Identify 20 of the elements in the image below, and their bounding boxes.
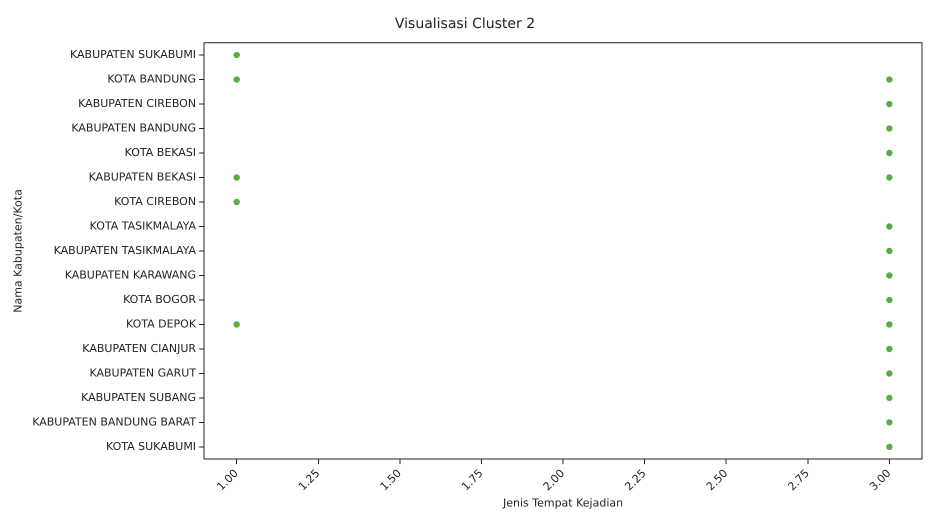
y-tick-label: KOTA BANDUNG bbox=[107, 72, 196, 86]
y-tick-label: KOTA TASIKMALAYA bbox=[90, 219, 197, 232]
y-tick-label: KOTA SUKABUMI bbox=[106, 440, 196, 453]
y-tick-label: KABUPATEN BANDUNG BARAT bbox=[32, 415, 196, 428]
y-tick-label: KOTA CIREBON bbox=[114, 194, 196, 208]
y-tick-label: KABUPATEN BEKASI bbox=[88, 170, 196, 184]
y-tick-label: KOTA DEPOK bbox=[126, 317, 197, 330]
y-tick-label: KABUPATEN TASIKMALAYA bbox=[54, 244, 197, 257]
y-tick-label: KABUPATEN SUBANG bbox=[81, 390, 196, 404]
x-axis-title: Jenis Tempat Kejadian bbox=[502, 496, 624, 510]
y-tick-label: KOTA BOGOR bbox=[123, 292, 196, 306]
y-tick-label: KABUPATEN BANDUNG bbox=[71, 121, 196, 134]
y-tick-label: KABUPATEN CIANJUR bbox=[82, 342, 196, 355]
chart-title: Visualisasi Cluster 2 bbox=[394, 16, 536, 32]
y-tick-label: KABUPATEN SUKABUMI bbox=[70, 48, 196, 61]
y-tick-label: KABUPATEN KARAWANG bbox=[64, 268, 196, 282]
y-tick-label: KOTA BEKASI bbox=[124, 146, 196, 159]
y-axis-title: Nama Kabupaten/Kota bbox=[11, 189, 24, 313]
y-tick-label: KABUPATEN GARUT bbox=[89, 366, 196, 380]
y-tick-label: KABUPATEN CIREBON bbox=[78, 96, 196, 110]
